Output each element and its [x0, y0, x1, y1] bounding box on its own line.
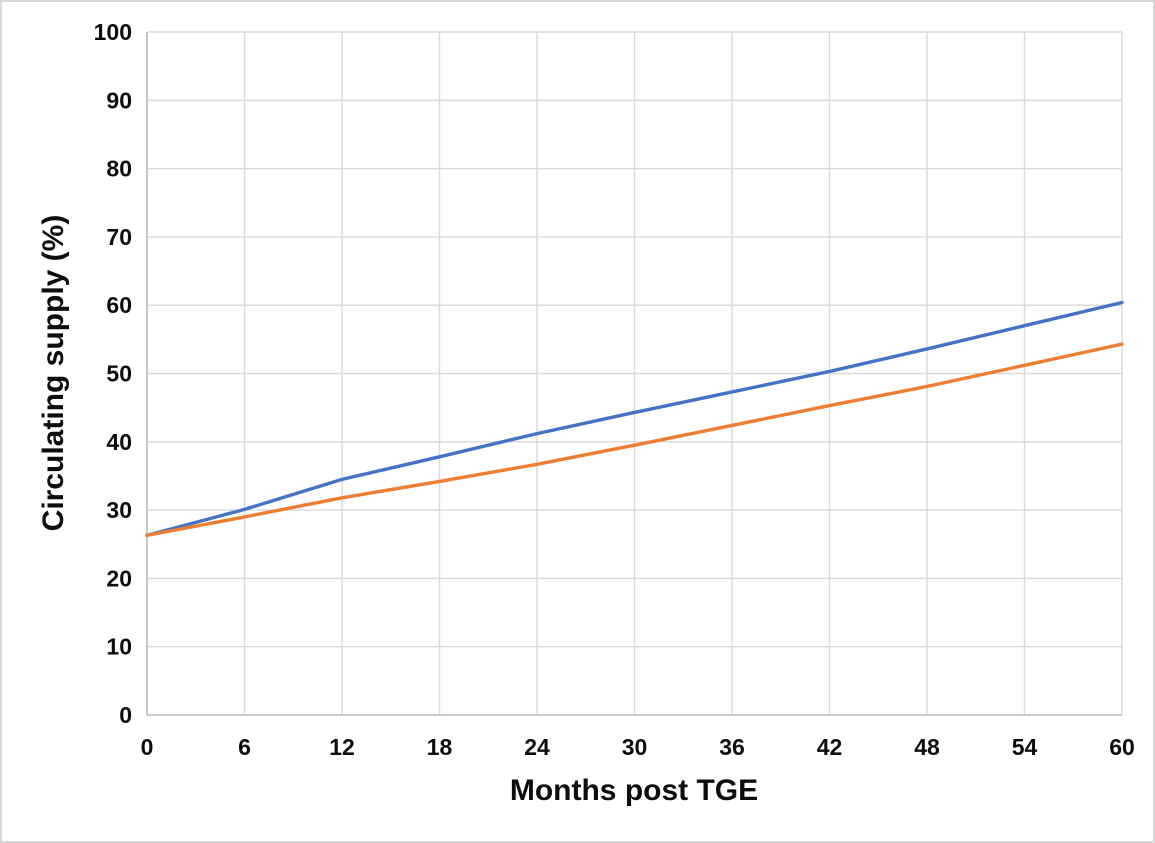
x-tick-label-36: 36	[719, 734, 745, 760]
y-tick-label-10: 10	[106, 634, 132, 660]
y-tick-label-80: 80	[106, 156, 132, 182]
series-orange-line	[145, 342, 1124, 538]
gridlines	[146, 31, 1123, 716]
series-lines	[145, 300, 1124, 538]
y-tick-label-30: 30	[106, 497, 132, 523]
y-tick-label-50: 50	[106, 361, 132, 387]
x-tick-label-60: 60	[1109, 734, 1135, 760]
x-tick-label-12: 12	[329, 734, 355, 760]
tick-labels: 0 10 20 30 40 50 60 70 80 90 100 0 6 12 18 24 30 36 42 48 54…	[94, 19, 1135, 760]
y-tick-label-20: 20	[106, 565, 132, 591]
x-tick-label-18: 18	[427, 734, 453, 760]
x-tick-label-0: 0	[141, 734, 154, 760]
y-tick-label-100: 100	[94, 19, 132, 45]
x-tick-label-6: 6	[238, 734, 251, 760]
y-tick-label-0: 0	[119, 702, 132, 728]
y-tick-label-70: 70	[106, 224, 132, 250]
y-axis-title: Circulating supply (%)	[37, 214, 70, 532]
y-tick-label-60: 60	[106, 292, 132, 318]
x-axis-title: Months post TGE	[509, 774, 759, 807]
x-tick-label-48: 48	[914, 734, 940, 760]
y-tick-label-40: 40	[106, 429, 132, 455]
x-tick-label-42: 42	[817, 734, 843, 760]
x-tick-label-30: 30	[622, 734, 648, 760]
series-blue-line	[145, 300, 1124, 538]
axes	[146, 32, 1122, 716]
y-tick-label-90: 90	[106, 87, 132, 113]
x-tick-label-54: 54	[1012, 734, 1038, 760]
x-tick-label-24: 24	[524, 734, 550, 760]
